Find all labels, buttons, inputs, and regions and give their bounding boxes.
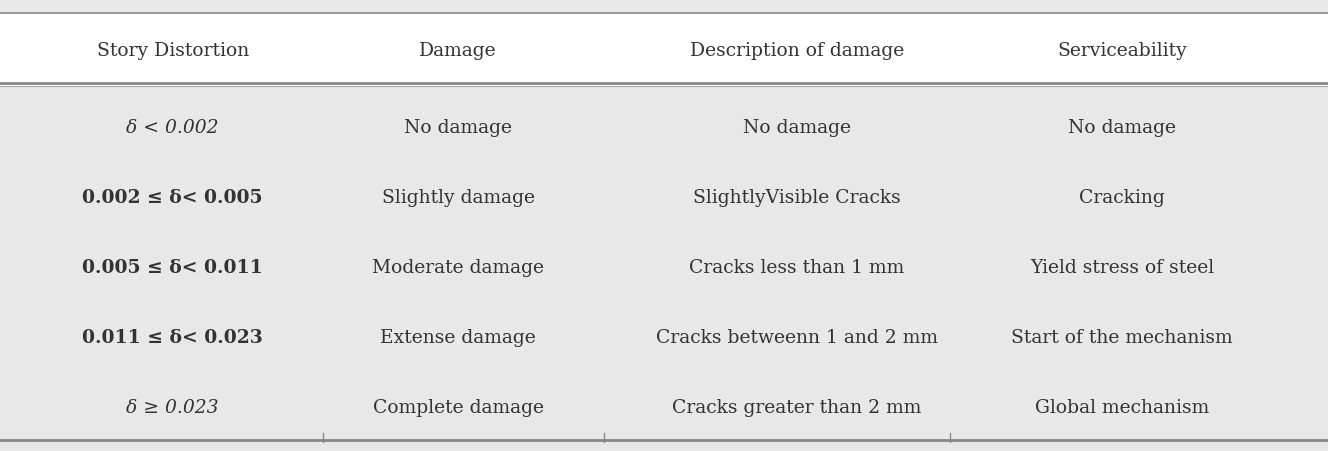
Text: Yield stress of steel: Yield stress of steel — [1031, 258, 1214, 276]
Text: 0.005 ≤ δ< 0.011: 0.005 ≤ δ< 0.011 — [82, 258, 263, 276]
Text: Global mechanism: Global mechanism — [1035, 398, 1210, 416]
Text: SlightlyVisible Cracks: SlightlyVisible Cracks — [693, 189, 900, 206]
Text: Cracks greater than 2 mm: Cracks greater than 2 mm — [672, 398, 922, 416]
Text: Extense damage: Extense damage — [380, 328, 537, 346]
Text: Moderate damage: Moderate damage — [372, 258, 544, 276]
Text: Slightly damage: Slightly damage — [381, 189, 535, 206]
Text: Cracks less than 1 mm: Cracks less than 1 mm — [689, 258, 904, 276]
Text: No damage: No damage — [404, 119, 513, 136]
Text: δ < 0.002: δ < 0.002 — [126, 119, 219, 136]
Text: δ ≥ 0.023: δ ≥ 0.023 — [126, 398, 219, 416]
Text: Story Distortion: Story Distortion — [97, 42, 248, 60]
Text: Start of the mechanism: Start of the mechanism — [1012, 328, 1232, 346]
Bar — [0, 92, 1328, 442]
Text: Damage: Damage — [420, 42, 497, 60]
Text: Cracks betweenn 1 and 2 mm: Cracks betweenn 1 and 2 mm — [656, 328, 938, 346]
Text: 0.002 ≤ δ< 0.005: 0.002 ≤ δ< 0.005 — [82, 189, 263, 206]
Text: Serviceability: Serviceability — [1057, 42, 1187, 60]
Text: Complete damage: Complete damage — [373, 398, 543, 416]
Text: Cracking: Cracking — [1080, 189, 1165, 206]
Text: Description of damage: Description of damage — [689, 42, 904, 60]
Text: No damage: No damage — [742, 119, 851, 136]
Bar — [0, 14, 1328, 88]
Text: No damage: No damage — [1068, 119, 1177, 136]
Text: 0.011 ≤ δ< 0.023: 0.011 ≤ δ< 0.023 — [82, 328, 263, 346]
